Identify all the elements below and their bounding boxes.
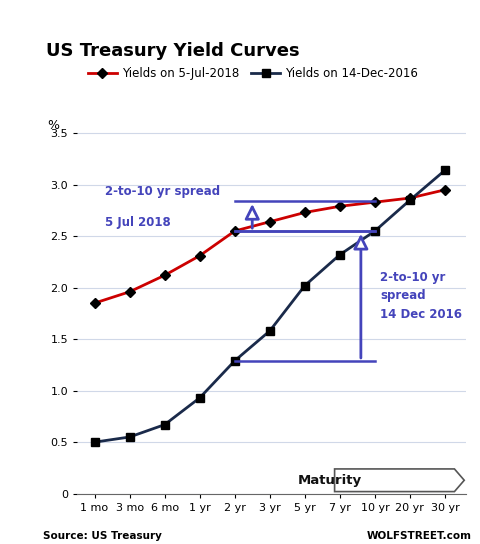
Line: Yields on 14-Dec-2016: Yields on 14-Dec-2016	[91, 166, 448, 446]
Polygon shape	[334, 469, 463, 492]
Y-axis label: %: %	[48, 119, 60, 132]
Text: 2-to-10 yr: 2-to-10 yr	[379, 271, 444, 284]
Yields on 14-Dec-2016	[371, 228, 377, 234]
Text: US Treasury Yield Curves: US Treasury Yield Curves	[46, 42, 299, 60]
Yields on 14-Dec-2016	[266, 327, 272, 334]
Yields on 14-Dec-2016	[92, 439, 97, 446]
Text: Maturity: Maturity	[297, 474, 361, 487]
Yields on 14-Dec-2016	[336, 251, 342, 258]
Text: spread: spread	[379, 289, 425, 302]
Yields on 5-Jul-2018	[336, 203, 342, 209]
Yields on 14-Dec-2016	[126, 434, 132, 440]
Text: WOLFSTREET.com: WOLFSTREET.com	[366, 531, 470, 541]
Yields on 5-Jul-2018	[196, 252, 202, 259]
Yields on 14-Dec-2016	[441, 167, 447, 174]
Legend: Yields on 5-Jul-2018, Yields on 14-Dec-2016: Yields on 5-Jul-2018, Yields on 14-Dec-2…	[83, 62, 422, 84]
Text: 14 Dec 2016: 14 Dec 2016	[379, 308, 461, 321]
Yields on 5-Jul-2018	[161, 272, 167, 279]
Yields on 5-Jul-2018	[231, 228, 237, 234]
Yields on 14-Dec-2016	[231, 357, 237, 364]
Yields on 5-Jul-2018	[301, 209, 307, 216]
Yields on 5-Jul-2018	[406, 195, 412, 201]
Text: 5 Jul 2018: 5 Jul 2018	[105, 215, 170, 228]
Yields on 5-Jul-2018	[371, 199, 377, 206]
Yields on 14-Dec-2016	[406, 197, 412, 203]
Yields on 5-Jul-2018	[126, 288, 132, 295]
Yields on 5-Jul-2018	[92, 300, 97, 306]
Yields on 5-Jul-2018	[266, 219, 272, 225]
Text: Source: US Treasury: Source: US Treasury	[43, 531, 162, 541]
Yields on 14-Dec-2016	[196, 394, 202, 401]
Yields on 14-Dec-2016	[301, 282, 307, 289]
Text: 2-to-10 yr spread: 2-to-10 yr spread	[105, 185, 220, 198]
Yields on 5-Jul-2018	[441, 187, 447, 193]
Line: Yields on 5-Jul-2018: Yields on 5-Jul-2018	[91, 186, 448, 307]
Yields on 14-Dec-2016	[161, 422, 167, 428]
